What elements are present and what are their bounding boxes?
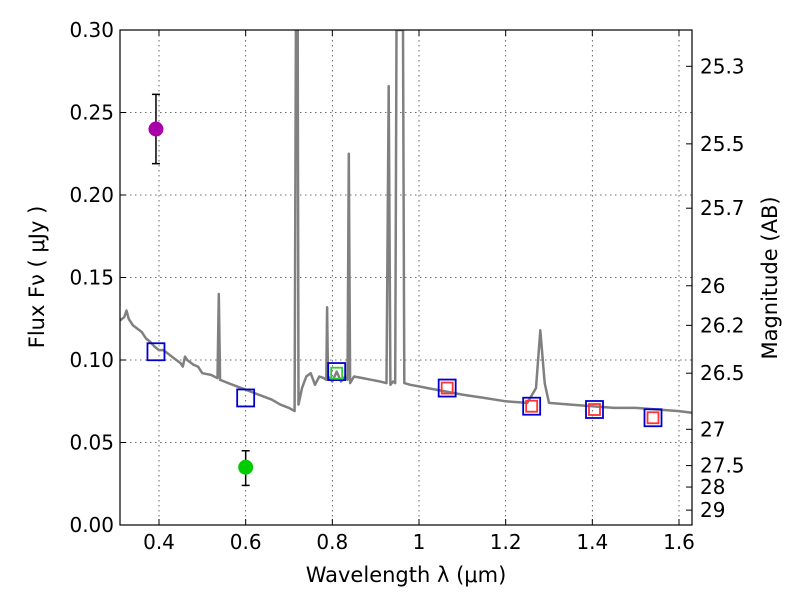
model-spectrum-line [120,30,692,415]
magnitude-tick-label: 29 [700,498,725,522]
photometry-layer [146,93,663,487]
magnitude-tick-label: 26.5 [700,361,745,385]
y-tick-label: 0.00 [69,513,114,537]
x-tick-label: 1.6 [663,530,695,554]
tick-marks [120,29,692,526]
x-axis-title: Wavelength λ (μm) [306,563,507,587]
y-tick-label: 0.05 [69,431,114,455]
x-tick-label: 1.4 [576,530,608,554]
magnitude-tick-label: 27 [700,417,725,441]
magnitude-tick-label: 25.7 [700,196,745,220]
magnitude-tick-label: 26 [700,274,725,298]
magnitude-tick-label: 27.5 [700,454,745,478]
model-photometry-marker [236,388,256,408]
x-tick-labels: 0.4 0.6 0.8 1 1.2 1.4 1.6 [143,530,695,554]
y-tick-label: 0.30 [69,18,114,42]
magnitude-tick-label: 25.5 [700,132,745,156]
spectrum-layer [120,30,692,415]
photometry-point [238,459,254,475]
right-axis-title: Magnitude (AB) [758,196,782,359]
magnitude-tick-label: 25.3 [700,54,745,78]
observed-photometry-marker [525,399,539,413]
observed-photometry-marker [588,403,601,416]
x-tick-label: 1.2 [490,530,522,554]
model-photometry-marker [585,400,604,419]
y-axis-title: Flux Fν ( μJy ) [25,206,49,349]
x-tick-label: 1 [413,530,426,554]
observed-photometry-marker [330,366,344,380]
x-tick-label: 0.8 [316,530,348,554]
x-tick-label: 0.4 [143,530,175,554]
y-tick-label: 0.20 [69,183,114,207]
model-photometry-marker [437,378,457,398]
y-tick-label: 0.25 [69,101,114,125]
magnitude-tick-label: 28 [700,475,725,499]
y-tick-labels: 0.00 0.05 0.10 0.15 0.20 0.25 0.30 [69,18,114,537]
observed-photometry-marker [440,381,454,395]
y-tick-label: 0.15 [69,266,114,290]
grid-lines [120,30,692,525]
model-photometry-marker [327,362,347,381]
model-photometry-marker [643,408,663,428]
model-photometry-marker [146,342,166,362]
y-tick-label: 0.10 [69,348,114,372]
x-tick-label: 0.6 [230,530,262,554]
photometry-point [148,121,164,137]
observed-photometry-marker [646,411,660,425]
magnitude-tick-label: 26.2 [700,313,745,337]
model-photometry-marker [522,396,542,416]
